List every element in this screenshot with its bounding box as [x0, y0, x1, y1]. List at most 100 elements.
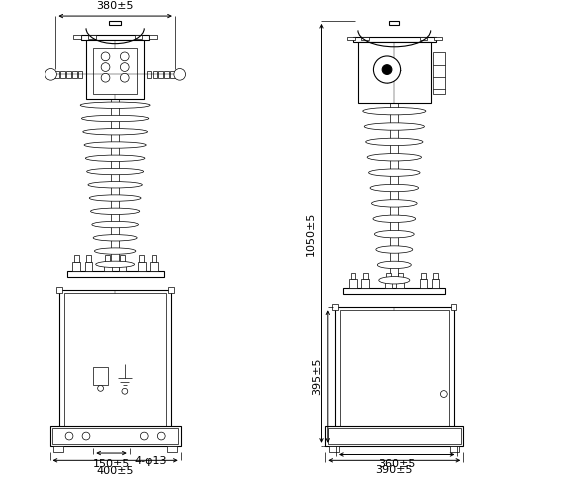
Text: 1050±5: 1050±5: [306, 211, 316, 255]
Circle shape: [382, 65, 392, 74]
Bar: [139, 255, 144, 262]
Bar: [164, 71, 169, 78]
Bar: [385, 279, 392, 288]
Bar: [105, 255, 110, 262]
Ellipse shape: [367, 153, 421, 161]
Circle shape: [140, 432, 148, 440]
Circle shape: [120, 52, 129, 61]
Ellipse shape: [89, 195, 141, 201]
Text: 400±5: 400±5: [97, 466, 134, 476]
Bar: [85, 262, 93, 271]
Text: 390±5: 390±5: [375, 465, 413, 475]
Ellipse shape: [373, 215, 416, 222]
Ellipse shape: [93, 235, 137, 241]
Bar: [93, 367, 108, 385]
Ellipse shape: [83, 129, 148, 135]
Bar: [329, 446, 339, 451]
Ellipse shape: [370, 184, 419, 192]
Bar: [432, 279, 439, 288]
Bar: [109, 21, 121, 25]
Ellipse shape: [363, 107, 426, 115]
Bar: [56, 288, 62, 294]
Bar: [420, 279, 427, 288]
Bar: [74, 36, 81, 39]
Bar: [361, 279, 369, 288]
Ellipse shape: [80, 102, 150, 108]
Text: 150±5: 150±5: [93, 459, 130, 469]
Bar: [72, 262, 80, 271]
Ellipse shape: [379, 277, 410, 284]
Bar: [93, 48, 137, 94]
Text: 4-φ13: 4-φ13: [135, 456, 167, 466]
Ellipse shape: [88, 182, 143, 188]
Ellipse shape: [92, 221, 139, 228]
Circle shape: [373, 56, 401, 83]
Circle shape: [65, 432, 73, 440]
Bar: [149, 36, 157, 39]
Bar: [386, 273, 391, 279]
Circle shape: [122, 389, 128, 394]
Bar: [335, 307, 454, 431]
Bar: [49, 426, 181, 446]
Bar: [347, 37, 355, 41]
Bar: [351, 273, 355, 279]
Bar: [332, 304, 338, 310]
Bar: [53, 446, 63, 451]
Circle shape: [120, 73, 129, 82]
Bar: [88, 36, 95, 39]
Bar: [398, 273, 402, 279]
Ellipse shape: [95, 261, 135, 267]
Circle shape: [45, 68, 56, 80]
Bar: [328, 428, 461, 444]
Ellipse shape: [369, 169, 420, 176]
Bar: [389, 21, 399, 25]
Bar: [55, 71, 59, 78]
Ellipse shape: [85, 155, 145, 161]
Bar: [168, 428, 174, 434]
Ellipse shape: [377, 261, 411, 269]
Bar: [451, 428, 457, 434]
Ellipse shape: [376, 246, 413, 253]
Bar: [56, 428, 62, 434]
Circle shape: [98, 386, 103, 391]
Bar: [363, 273, 367, 279]
Circle shape: [101, 73, 110, 82]
Ellipse shape: [371, 199, 417, 207]
Bar: [361, 37, 369, 41]
Bar: [421, 273, 426, 279]
Text: 360±5: 360±5: [378, 459, 415, 469]
Bar: [52, 428, 178, 444]
Ellipse shape: [366, 138, 423, 146]
Bar: [118, 262, 126, 271]
Bar: [433, 52, 445, 94]
Bar: [78, 71, 82, 78]
Ellipse shape: [364, 123, 424, 130]
Ellipse shape: [374, 231, 414, 238]
Ellipse shape: [84, 142, 146, 148]
Bar: [67, 271, 164, 277]
Bar: [353, 37, 436, 42]
Ellipse shape: [90, 208, 140, 214]
Bar: [343, 288, 445, 294]
Bar: [60, 71, 65, 78]
Bar: [152, 71, 157, 78]
Bar: [138, 262, 145, 271]
Text: 380±5: 380±5: [97, 1, 134, 11]
Bar: [167, 446, 177, 451]
Bar: [349, 279, 357, 288]
Bar: [433, 273, 438, 279]
Bar: [59, 291, 171, 431]
Bar: [135, 36, 143, 39]
Circle shape: [440, 391, 447, 397]
Bar: [66, 71, 71, 78]
Ellipse shape: [87, 168, 144, 175]
Bar: [451, 304, 457, 310]
Bar: [74, 255, 79, 262]
Bar: [86, 41, 144, 99]
Bar: [396, 279, 404, 288]
Circle shape: [101, 52, 110, 61]
Bar: [420, 37, 427, 41]
Bar: [72, 71, 76, 78]
Bar: [434, 37, 442, 41]
Circle shape: [82, 432, 90, 440]
